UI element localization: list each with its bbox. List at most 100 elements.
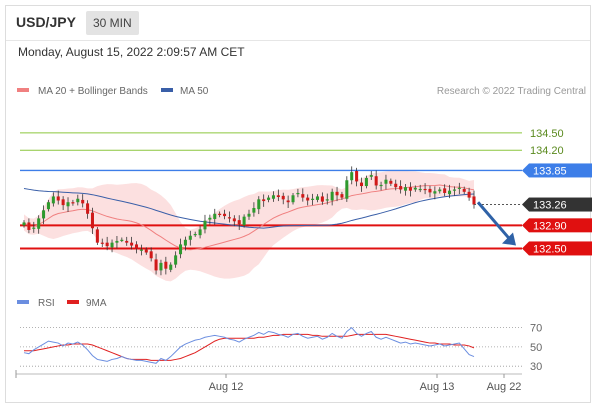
candle-body	[227, 217, 231, 219]
candle-body	[203, 220, 207, 230]
candle-body	[110, 242, 114, 248]
candle-body	[389, 180, 393, 184]
candle-body	[306, 197, 310, 201]
level-label-133-85: 133.85	[533, 165, 567, 177]
candle-body	[51, 196, 55, 204]
candle-body	[355, 171, 359, 182]
level-label-134-20: 134.20	[530, 145, 564, 157]
last-price-label: 133.26	[533, 200, 567, 212]
candle-body	[413, 187, 417, 190]
candle-body	[311, 198, 315, 200]
candle-body	[267, 197, 271, 200]
level-label-132-50: 132.50	[533, 243, 567, 255]
candle-body	[330, 191, 334, 201]
candle-body	[56, 196, 60, 201]
legend-label-rsi: RSI	[38, 298, 55, 309]
legend-label-ma20: MA 20 + Bollinger Bands	[38, 86, 148, 97]
candle-body	[76, 198, 80, 203]
candle-body	[281, 195, 285, 200]
chart-header: USD/JPY 30 MIN	[6, 6, 590, 41]
candle-body	[369, 175, 373, 177]
ma50-line	[23, 187, 475, 229]
candle-body	[252, 208, 256, 213]
candle-body	[193, 234, 197, 236]
candle-body	[359, 182, 364, 187]
candle-body	[379, 184, 383, 187]
level-label-132-90: 132.90	[533, 220, 567, 232]
legend-swatch-rsi	[17, 300, 29, 304]
candle-body	[159, 262, 163, 271]
legend-swatch-9ma	[67, 300, 79, 304]
time-axis: Aug 12 Aug 13 Aug 22	[15, 370, 522, 393]
level-label-134-50: 134.50	[530, 128, 564, 140]
candle-body	[438, 189, 442, 192]
candle-body	[71, 202, 75, 204]
candle-body	[418, 188, 422, 191]
candle-body	[291, 195, 295, 203]
rsi-panel: 70 50 30	[20, 323, 542, 373]
credit-text: Research © 2022 Trading Central	[437, 86, 586, 97]
candle-body	[457, 187, 461, 189]
candle-body	[423, 188, 427, 191]
rsi-line	[23, 326, 475, 364]
candle-body	[408, 187, 412, 191]
candle-body	[394, 183, 398, 188]
candle-body	[399, 186, 403, 190]
candle-body	[188, 235, 192, 240]
legend-label-9ma: 9MA	[86, 298, 107, 309]
legend-label-ma50: MA 50	[180, 86, 209, 97]
time-tick-label: Aug 22	[487, 381, 522, 393]
candle-body	[95, 229, 99, 243]
candle-body	[90, 212, 94, 229]
candle-body	[198, 229, 202, 236]
candle-body	[134, 244, 139, 249]
candle-body	[46, 202, 50, 210]
candle-body	[232, 218, 236, 222]
level-tag-pointer	[522, 163, 529, 178]
candle-body	[208, 217, 212, 220]
chart-widget: USD/JPY 30 MIN Monday, August 15, 2022 2…	[5, 5, 592, 403]
symbol-title: USD/JPY	[16, 14, 76, 30]
candle-body	[100, 242, 104, 244]
rsi-level-label-70: 70	[530, 323, 542, 335]
candle-body	[120, 239, 124, 241]
last-price-tag	[529, 197, 592, 212]
candle-body	[301, 194, 305, 198]
candle-body	[149, 251, 153, 259]
candle-body	[320, 196, 324, 202]
candle-body	[218, 213, 222, 215]
ma20-line	[23, 184, 475, 251]
candle-body	[350, 172, 354, 181]
candle-body	[130, 242, 134, 246]
candle-body	[32, 227, 36, 229]
candle-body	[144, 249, 148, 253]
time-tick-label: Aug 12	[209, 381, 244, 393]
candle-body	[179, 244, 183, 255]
candle-body	[452, 189, 456, 191]
candle-body	[164, 261, 168, 269]
timeframe-badge[interactable]: 30 MIN	[86, 11, 139, 35]
candle-body	[472, 196, 476, 205]
candle-body	[335, 191, 339, 196]
candle-body	[325, 199, 329, 201]
candle-body	[340, 194, 344, 198]
candle-body	[296, 192, 300, 195]
rsi-level-label-50: 50	[530, 342, 542, 354]
candle-body	[66, 202, 70, 207]
candle-body	[428, 188, 432, 193]
price-panel: 134.50 134.20 133.85 132.90 132.50 133.26	[20, 128, 592, 282]
candle-body	[125, 240, 129, 243]
candle-body	[262, 199, 266, 202]
candle-body	[61, 199, 65, 206]
candle-body	[27, 222, 31, 230]
candle-body	[247, 213, 251, 217]
rsi-level-label-30: 30	[530, 361, 542, 373]
candle-body	[467, 191, 471, 198]
last-price-tag-pointer	[522, 197, 529, 212]
chart-canvas: MA 20 + Bollinger Bands MA 50 Research ©…	[15, 86, 592, 393]
candle-body	[384, 179, 388, 184]
candle-body	[315, 196, 319, 200]
candle-body	[374, 176, 378, 186]
time-tick-label: Aug 13	[420, 381, 455, 393]
candle-body	[345, 180, 349, 199]
